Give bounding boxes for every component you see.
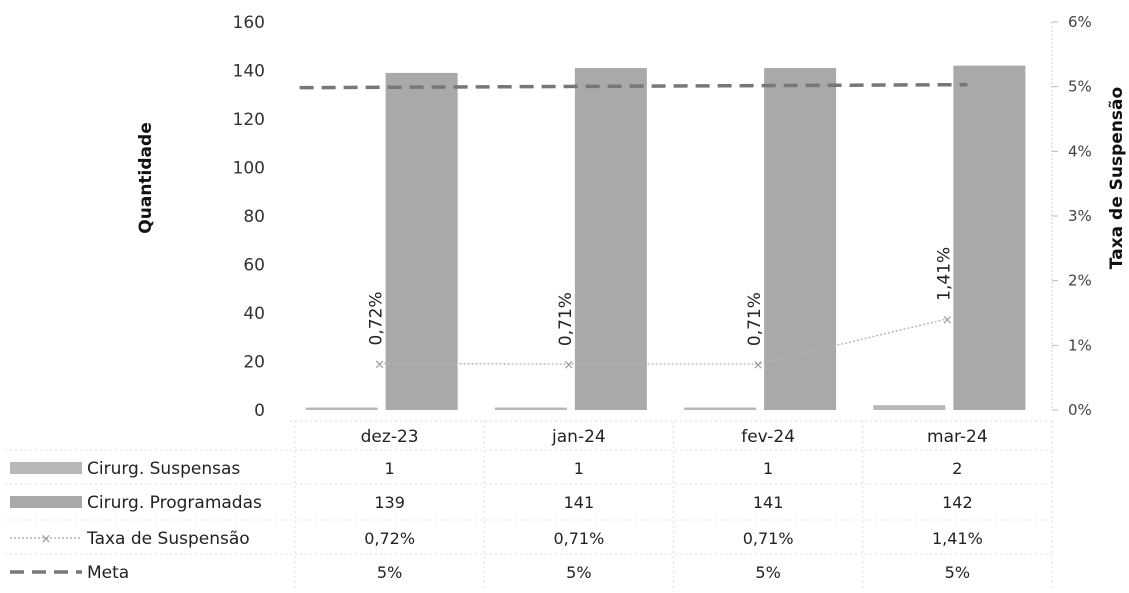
line-taxa-de-suspensao [379, 318, 948, 365]
y2-axis-title: Taxa de Suspensão [1107, 87, 1127, 269]
marker-taxa-de-suspensao: × [942, 313, 953, 328]
table-cell: 141 [753, 493, 784, 512]
y-tick-label: 140 [233, 62, 265, 82]
data-label-taxa: 0,71% [745, 292, 765, 346]
data-label-taxa: 0,71% [556, 292, 576, 346]
line-meta [299, 82, 968, 90]
category-label: jan-24 [551, 427, 606, 447]
legend-label: Meta [87, 563, 129, 583]
legend-key-bar [10, 462, 82, 474]
bar-cirurg-suspensas [873, 405, 946, 410]
bar-cirurg-programadas [953, 65, 1026, 411]
bar-cirurg-programadas [574, 68, 647, 410]
data-table: dez-23 1 139 0,72% 5% jan-24 1 141 0,71% 5% fev-24… [5, 420, 1053, 590]
plot-area: 0 20 40 60 80 100 120 140 160 0% 1% 2% 3% 4% 5% 6% × 0,72… [233, 13, 1092, 421]
table-cell: 5% [945, 563, 970, 582]
legend-label: Cirurg. Suspensas [87, 459, 240, 479]
legend-key-marker: × [41, 532, 52, 547]
y-tick-label: 160 [233, 13, 265, 33]
category-label: fev-24 [741, 427, 795, 447]
table-cell: 1 [574, 459, 584, 478]
table-cell: 1 [763, 459, 773, 478]
y-tick-label: 60 [243, 256, 265, 276]
y2-tick-label: 6% [1068, 13, 1092, 31]
y2-tick-label: 2% [1068, 272, 1092, 290]
table-cell: 0,71% [553, 529, 604, 548]
data-label-taxa: 0,72% [367, 291, 387, 345]
y-tick-label: 20 [243, 353, 265, 373]
y-tick-label: 80 [243, 207, 265, 227]
marker-taxa-de-suspensao: × [563, 358, 574, 373]
table-cell: 2 [952, 459, 962, 478]
bar-cirurg-programadas [385, 72, 458, 411]
y-tick-label: 100 [233, 159, 265, 179]
y-tick-label: 0 [254, 401, 265, 421]
table-cell: 142 [942, 493, 973, 512]
marker-taxa-de-suspensao: × [374, 357, 385, 372]
legend-label: Taxa de Suspensão [86, 529, 250, 549]
y2-tick-label: 5% [1068, 78, 1092, 96]
y-axis-title: Quantidade [136, 122, 156, 233]
legend-label: Cirurg. Programadas [87, 493, 262, 513]
table-cell: 141 [564, 493, 595, 512]
bar-cirurg-suspensas [684, 407, 757, 410]
table-cell: 5% [377, 563, 402, 582]
y2-tick-label: 3% [1068, 207, 1092, 225]
y2-tick-label: 4% [1068, 142, 1092, 160]
table-cell: 0,72% [364, 529, 415, 548]
y-tick-label: 40 [243, 304, 265, 324]
bar-cirurg-suspensas [494, 407, 567, 410]
y2-tick-label: 1% [1068, 336, 1092, 354]
table-cell: 139 [374, 493, 405, 512]
category-label: mar-24 [927, 427, 988, 447]
bar-cirurg-suspensas [305, 407, 378, 410]
marker-taxa-de-suspensao: × [753, 358, 764, 373]
table-cell: 1,41% [932, 529, 983, 548]
table-cell: 1 [385, 459, 395, 478]
y2-tick-label: 0% [1068, 401, 1092, 419]
bar-cirurg-programadas [764, 68, 837, 410]
y-tick-label: 120 [233, 110, 265, 130]
table-cell: 5% [566, 563, 591, 582]
legend-key-bar [10, 496, 82, 508]
table-cell: 0,71% [743, 529, 794, 548]
table-cell: 5% [755, 563, 780, 582]
data-label-taxa: 1,41% [934, 247, 954, 301]
category-label: dez-23 [361, 427, 419, 447]
